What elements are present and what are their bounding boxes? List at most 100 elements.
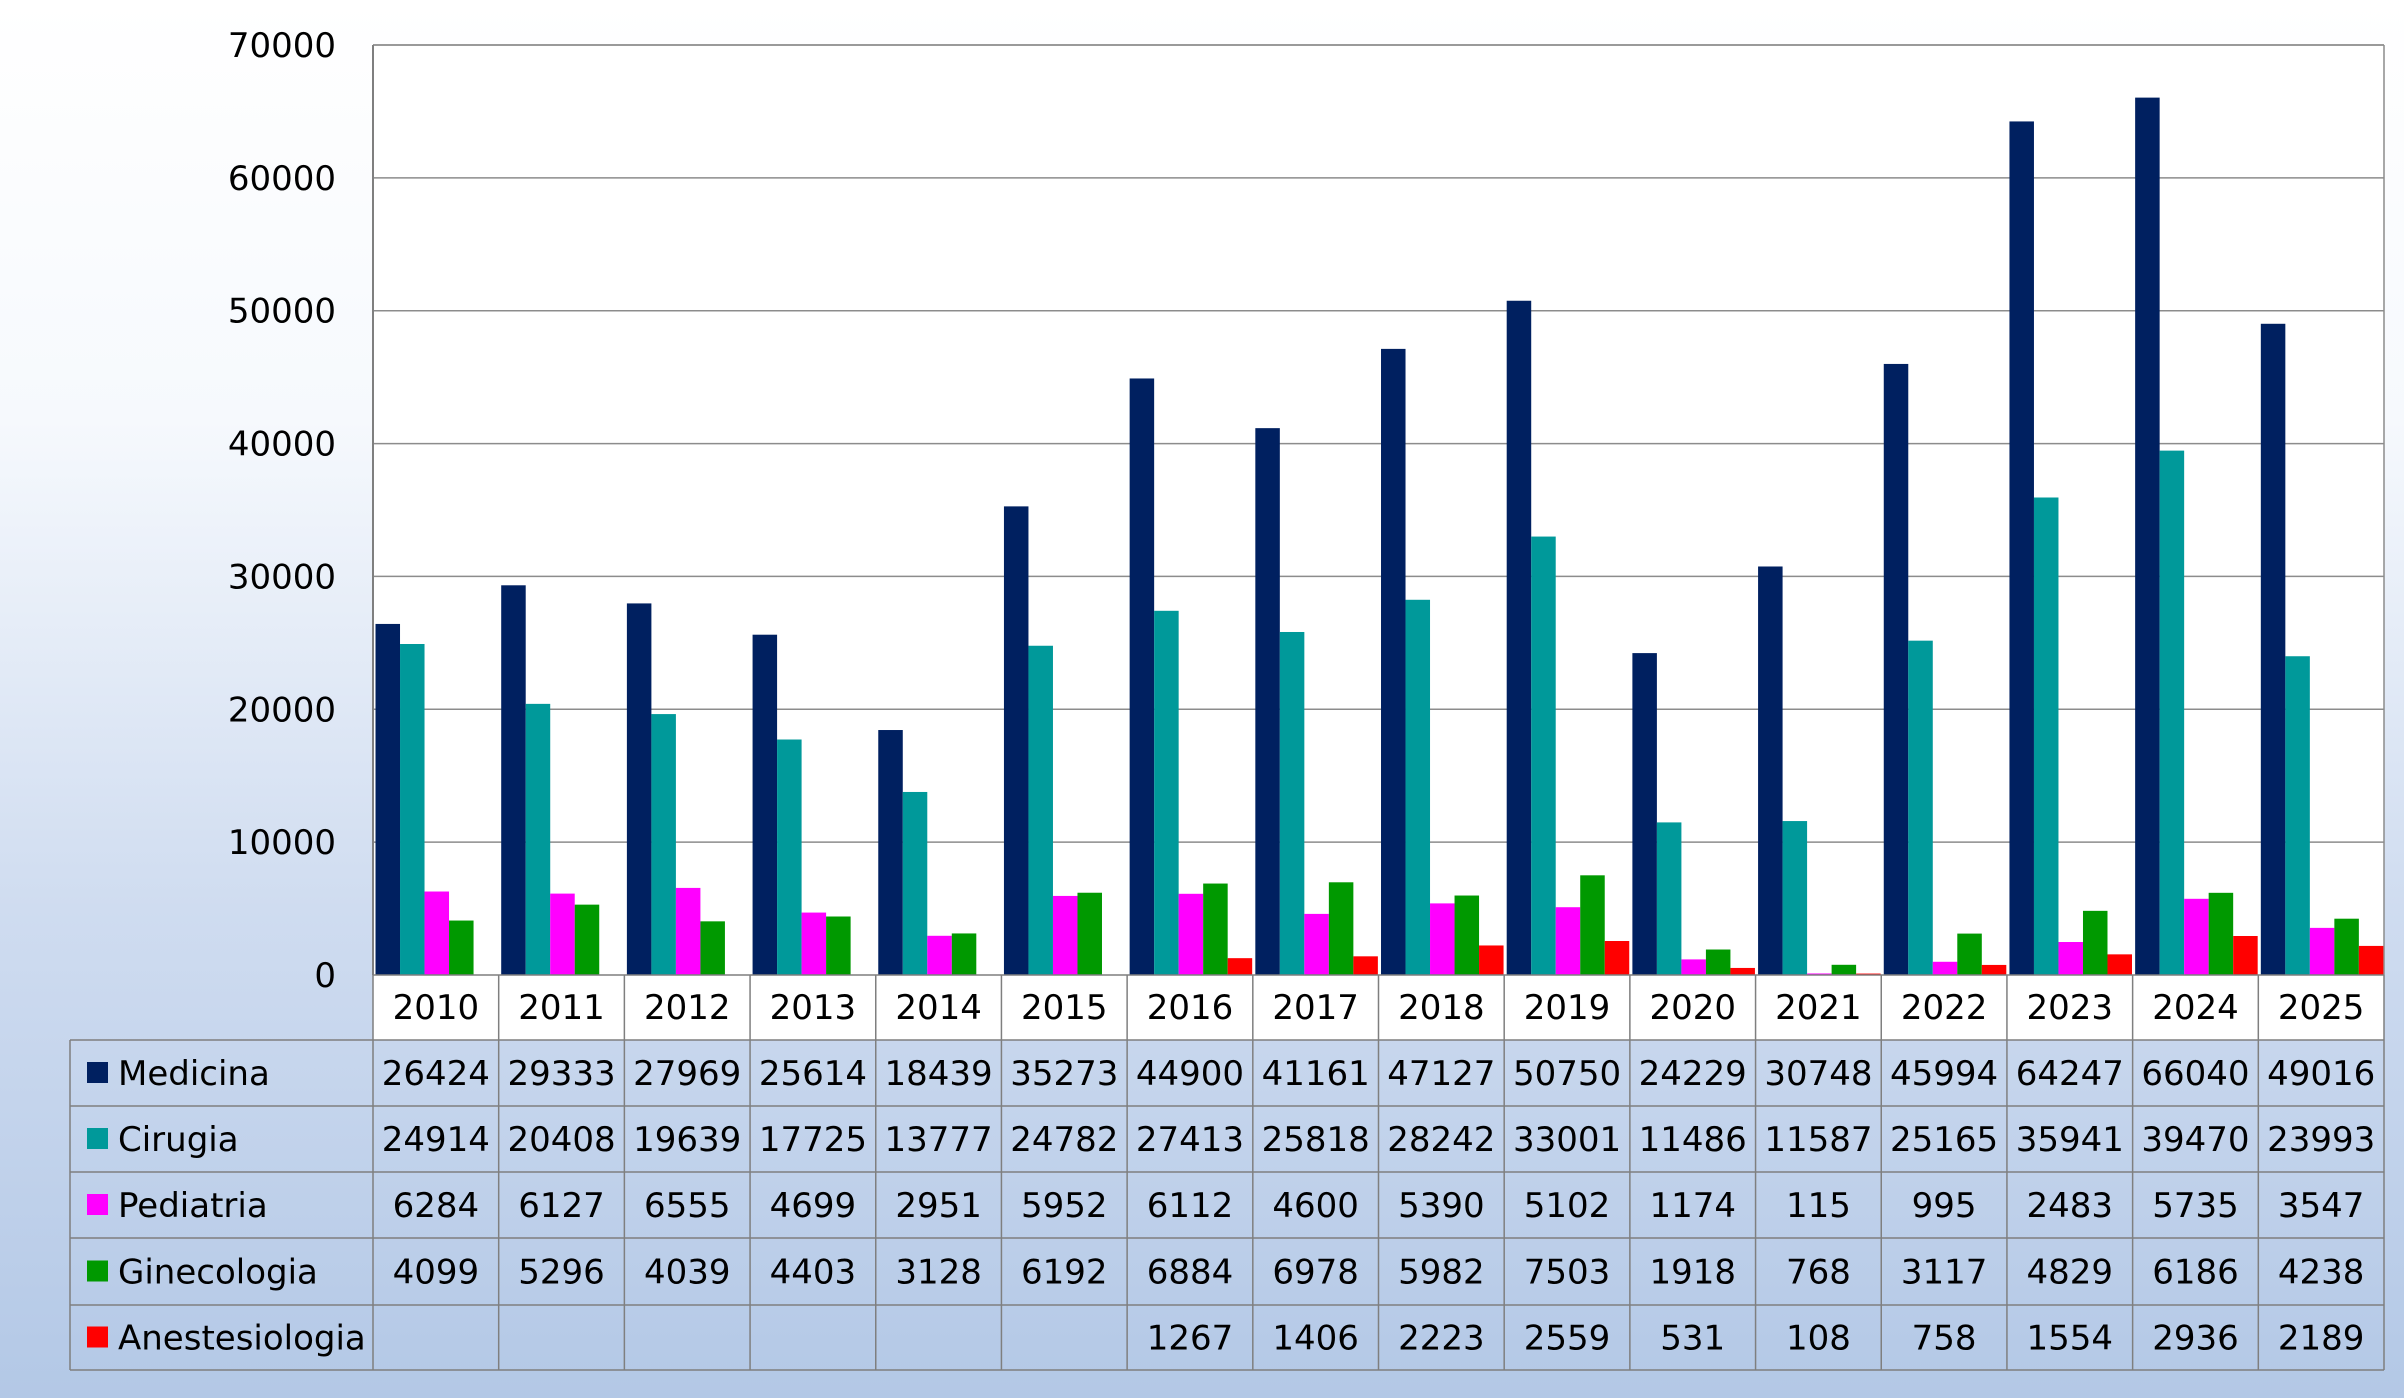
bar bbox=[1178, 893, 1204, 975]
bar bbox=[1003, 506, 1029, 975]
table-value: 24229 bbox=[1639, 1054, 1747, 1094]
table-value: 6112 bbox=[1147, 1186, 1234, 1226]
bar bbox=[801, 912, 827, 975]
series-name: Pediatria bbox=[118, 1186, 268, 1226]
bar bbox=[1405, 599, 1431, 975]
bar bbox=[574, 904, 600, 975]
table-value: 11486 bbox=[1639, 1120, 1747, 1160]
bar bbox=[777, 739, 802, 975]
bar bbox=[1328, 882, 1354, 975]
category-label: 2022 bbox=[1901, 988, 1988, 1028]
table-value: 33001 bbox=[1513, 1120, 1621, 1160]
bar bbox=[1908, 640, 1933, 975]
y-tick-label: 0 bbox=[314, 956, 336, 996]
bar bbox=[1730, 967, 1755, 975]
table-value: 2951 bbox=[895, 1186, 982, 1226]
category-label: 2024 bbox=[2152, 988, 2239, 1028]
table-value: 2189 bbox=[2278, 1319, 2365, 1359]
table-value: 4099 bbox=[393, 1253, 480, 1293]
table-value: 4829 bbox=[2027, 1253, 2114, 1293]
bars bbox=[375, 97, 2384, 975]
table-value: 25614 bbox=[759, 1054, 867, 1094]
y-axis: 0 10000 20000 30000 40000 50000 60000 70000 bbox=[228, 26, 374, 996]
table-value: 25818 bbox=[1262, 1120, 1370, 1160]
bar bbox=[752, 634, 778, 975]
legend-key bbox=[87, 1326, 108, 1348]
legend-key bbox=[87, 1062, 108, 1083]
table-value: 20408 bbox=[507, 1120, 615, 1160]
bar bbox=[626, 603, 652, 975]
category-label: 2010 bbox=[393, 988, 480, 1028]
y-tick-label: 70000 bbox=[228, 26, 336, 66]
table-value: 45994 bbox=[1890, 1054, 1998, 1094]
bar bbox=[2135, 97, 2160, 975]
table-value: 6978 bbox=[1272, 1253, 1359, 1293]
series-name: Cirugia bbox=[118, 1120, 239, 1160]
legend-key bbox=[87, 1194, 108, 1215]
table-value: 531 bbox=[1660, 1319, 1725, 1359]
y-tick-label: 10000 bbox=[228, 823, 336, 863]
bar bbox=[927, 935, 952, 975]
y-tick-label: 60000 bbox=[228, 159, 336, 199]
bar bbox=[1705, 949, 1731, 975]
bar bbox=[902, 791, 928, 975]
table-value: 5735 bbox=[2152, 1186, 2239, 1226]
category-label: 2012 bbox=[644, 988, 731, 1028]
table-value: 108 bbox=[1786, 1319, 1851, 1359]
table-value: 35273 bbox=[1010, 1054, 1118, 1094]
table-value: 5952 bbox=[1021, 1186, 1108, 1226]
table-value: 4039 bbox=[644, 1253, 731, 1293]
category-label: 2018 bbox=[1398, 988, 1485, 1028]
bar bbox=[2309, 927, 2335, 975]
table-value: 19639 bbox=[633, 1120, 741, 1160]
bar bbox=[1129, 378, 1155, 975]
bar bbox=[675, 887, 701, 975]
table-value: 758 bbox=[1912, 1319, 1977, 1359]
table-value: 4403 bbox=[770, 1253, 857, 1293]
bar bbox=[1430, 903, 1455, 975]
bar bbox=[2208, 892, 2234, 975]
bar bbox=[1681, 959, 1706, 975]
table-value: 3117 bbox=[1901, 1253, 1988, 1293]
bar bbox=[1981, 964, 2007, 975]
table-value: 5102 bbox=[1524, 1186, 1611, 1226]
bar bbox=[375, 623, 401, 975]
bar bbox=[2358, 945, 2384, 975]
bar bbox=[1758, 566, 1783, 975]
table-value: 5390 bbox=[1398, 1186, 1485, 1226]
table-value: 6192 bbox=[1021, 1253, 1108, 1293]
series-name: Anestesiologia bbox=[118, 1319, 366, 1359]
bar bbox=[1381, 348, 1406, 975]
bar bbox=[1454, 895, 1480, 975]
bar bbox=[1077, 892, 1102, 975]
table-value: 6555 bbox=[644, 1186, 731, 1226]
bar bbox=[400, 643, 425, 975]
grid bbox=[373, 44, 2385, 975]
table-value: 66040 bbox=[2141, 1054, 2249, 1094]
bar bbox=[1506, 300, 1532, 975]
category-label: 2019 bbox=[1524, 988, 1611, 1028]
bar bbox=[1279, 631, 1305, 975]
table-value: 30748 bbox=[1764, 1054, 1872, 1094]
table-value: 7503 bbox=[1524, 1253, 1611, 1293]
table-value: 25165 bbox=[1890, 1120, 1998, 1160]
table-value: 4238 bbox=[2278, 1253, 2365, 1293]
table-value: 27413 bbox=[1136, 1120, 1244, 1160]
bar bbox=[501, 585, 526, 975]
table-value: 28242 bbox=[1387, 1120, 1495, 1160]
table-value: 29333 bbox=[507, 1054, 615, 1094]
bar bbox=[878, 730, 903, 975]
y-tick-label: 20000 bbox=[228, 690, 336, 730]
category-label: 2020 bbox=[1649, 988, 1736, 1028]
bar bbox=[1604, 941, 1630, 975]
bar bbox=[1957, 933, 1982, 975]
bar bbox=[1531, 536, 1556, 975]
bar bbox=[449, 920, 474, 975]
bar bbox=[1831, 964, 1857, 975]
bar bbox=[525, 703, 551, 975]
category-label: 2025 bbox=[2278, 988, 2365, 1028]
bar bbox=[1203, 883, 1228, 975]
bar bbox=[1479, 945, 1504, 975]
bar bbox=[1052, 895, 1078, 975]
